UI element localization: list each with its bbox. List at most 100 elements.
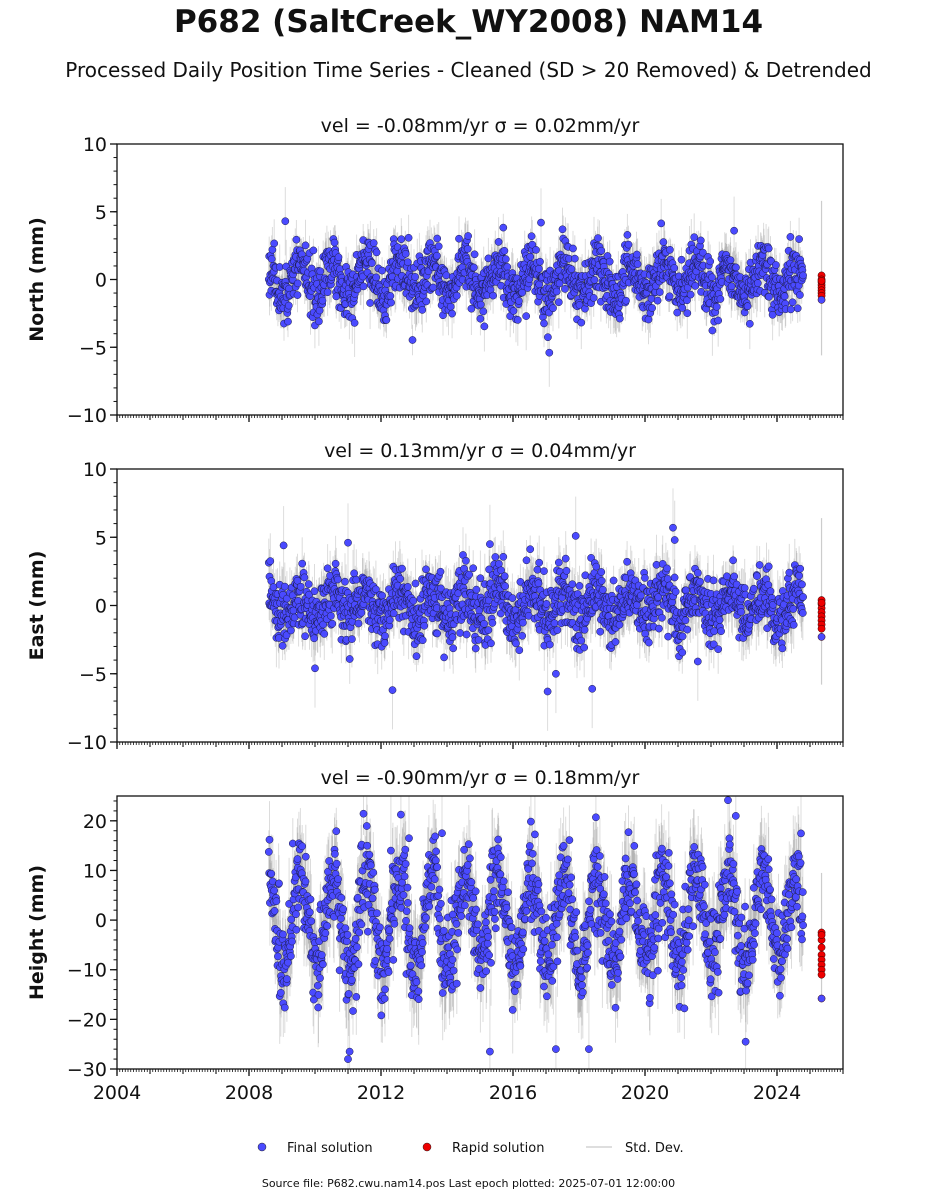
page-subtitle: Processed Daily Position Time Series - C…	[65, 58, 872, 82]
final-point	[275, 263, 284, 271]
final-point	[788, 298, 797, 307]
final-point	[589, 294, 598, 302]
final-point	[479, 307, 488, 316]
final-point	[323, 564, 332, 573]
final-point	[433, 251, 441, 260]
final-point	[476, 300, 485, 309]
final-point	[292, 235, 301, 244]
final-point	[691, 282, 700, 290]
final-point	[320, 630, 329, 638]
final-point	[452, 291, 461, 300]
final-point	[670, 264, 679, 272]
final-point	[764, 244, 773, 253]
final-point	[328, 619, 337, 628]
final-solution-points	[264, 523, 807, 696]
final-point	[480, 322, 489, 331]
final-point	[666, 245, 674, 254]
final-point	[333, 575, 342, 584]
final-point	[633, 260, 642, 268]
final-point	[714, 316, 723, 325]
final-point	[558, 225, 567, 234]
final-point	[309, 246, 318, 255]
final-point	[665, 292, 674, 301]
final-point	[397, 235, 406, 244]
final-point	[677, 255, 686, 264]
final-point	[706, 257, 715, 266]
final-point	[301, 241, 310, 250]
final-point	[270, 239, 279, 248]
final-point	[345, 655, 354, 663]
final-point	[318, 296, 327, 305]
final-point	[657, 219, 666, 228]
final-point	[708, 273, 716, 282]
final-point	[448, 309, 456, 318]
final-point	[732, 263, 740, 272]
final-point	[522, 312, 531, 320]
final-point	[323, 288, 332, 297]
final-point	[484, 254, 493, 263]
y-tick-label: 0	[95, 270, 107, 292]
final-point	[284, 301, 293, 310]
final-point	[536, 257, 544, 266]
final-point	[278, 641, 287, 650]
final-point	[712, 302, 721, 311]
final-point	[501, 255, 510, 263]
final-point	[768, 310, 777, 319]
final-point	[765, 292, 773, 301]
final-point	[305, 590, 313, 599]
final-point	[464, 232, 472, 240]
final-point	[644, 315, 653, 324]
final-point	[401, 249, 410, 258]
final-point	[699, 248, 707, 257]
final-point	[334, 253, 343, 262]
final-point	[570, 254, 579, 263]
final-point	[331, 559, 340, 568]
final-point	[594, 234, 602, 242]
final-point	[503, 263, 512, 271]
y-tick-label: −5	[79, 337, 107, 359]
final-point	[624, 240, 633, 249]
final-point	[300, 573, 309, 582]
final-point	[527, 232, 536, 241]
final-point	[319, 620, 328, 629]
final-point	[575, 301, 584, 309]
final-point	[537, 218, 545, 227]
final-point	[535, 264, 543, 273]
final-point	[287, 626, 295, 635]
y-tick-label: 5	[95, 202, 107, 224]
final-point	[683, 309, 692, 318]
final-point	[793, 304, 802, 313]
final-point	[590, 276, 599, 284]
final-point	[386, 292, 395, 300]
final-point	[622, 296, 630, 305]
final-point	[708, 326, 717, 335]
y-tick-label: −10	[67, 405, 107, 427]
rapid-point	[817, 277, 826, 285]
final-point	[780, 292, 789, 301]
rapid-solution-points	[817, 200, 826, 356]
final-point	[403, 258, 412, 267]
final-point	[293, 279, 302, 288]
final-point	[795, 235, 803, 243]
final-point	[433, 234, 442, 243]
final-point	[446, 302, 455, 311]
final-point	[489, 291, 497, 300]
final-point	[659, 238, 668, 246]
y-tick-label: 10	[83, 134, 107, 156]
final-point	[304, 580, 313, 588]
final-point	[467, 304, 476, 313]
final-point	[686, 290, 695, 299]
final-point	[545, 348, 554, 357]
final-point	[266, 557, 275, 565]
rapid-point	[817, 295, 826, 304]
final-point	[554, 298, 563, 307]
final-point	[422, 297, 431, 306]
final-point	[577, 318, 586, 327]
final-point	[369, 239, 378, 247]
final-point	[745, 319, 754, 328]
final-point	[476, 314, 485, 323]
final-point	[455, 234, 463, 243]
panel-north: vel = -0.08mm/yr σ = 0.02mm/yr North (mm)…	[26, 115, 844, 427]
final-point	[442, 271, 451, 280]
